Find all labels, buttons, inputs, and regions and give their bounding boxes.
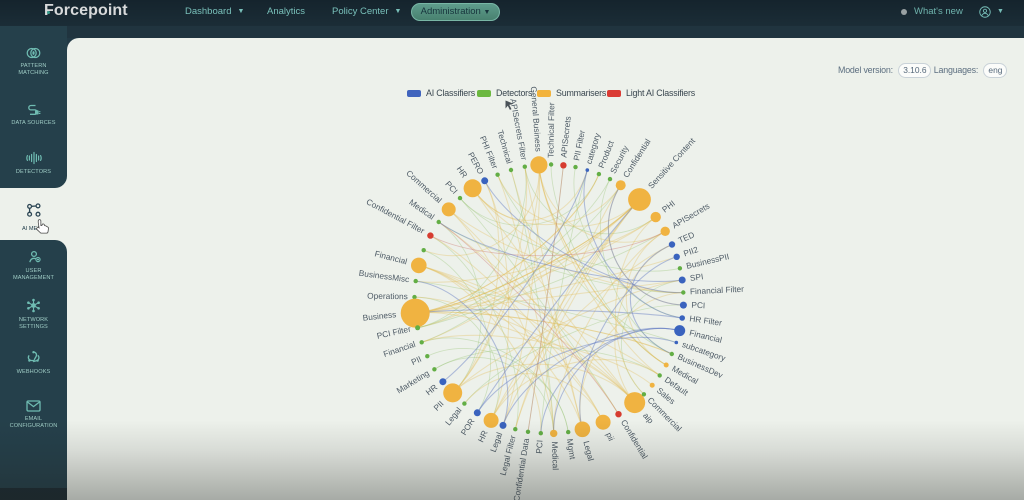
svg-text:PCI: PCI xyxy=(691,300,705,311)
svg-text:BusinessMisc: BusinessMisc xyxy=(358,268,410,285)
svg-text:Legal: Legal xyxy=(443,405,464,427)
svg-text:Medical: Medical xyxy=(550,441,561,470)
svg-text:General Business: General Business xyxy=(529,86,544,152)
svg-text:Sensitive Content: Sensitive Content xyxy=(646,135,698,190)
svg-text:APISecrets: APISecrets xyxy=(670,201,711,231)
svg-text:Confidential: Confidential xyxy=(619,418,650,461)
svg-text:PII: PII xyxy=(431,399,445,413)
svg-text:SPI: SPI xyxy=(689,271,704,283)
svg-text:Confidential: Confidential xyxy=(621,137,653,180)
svg-text:Medical: Medical xyxy=(407,197,436,222)
svg-text:HR: HR xyxy=(455,164,470,180)
svg-text:Operations: Operations xyxy=(367,291,408,302)
svg-text:TED: TED xyxy=(677,229,696,245)
svg-text:HR Filter: HR Filter xyxy=(689,313,723,328)
svg-text:aip: aip xyxy=(641,410,656,425)
svg-text:Business: Business xyxy=(362,309,397,322)
svg-text:Financial Filter: Financial Filter xyxy=(690,284,745,297)
svg-text:POR: POR xyxy=(458,416,476,437)
svg-text:PII: PII xyxy=(410,354,423,367)
svg-text:Legal: Legal xyxy=(581,440,596,462)
svg-text:PCI Filter: PCI Filter xyxy=(376,324,412,341)
svg-text:APISecrets: APISecrets xyxy=(558,116,572,158)
svg-text:Financial: Financial xyxy=(374,248,409,266)
svg-text:Legal: Legal xyxy=(488,431,504,454)
svg-text:pii: pii xyxy=(604,431,617,443)
svg-text:PCI: PCI xyxy=(534,440,545,454)
svg-text:PHI: PHI xyxy=(660,198,677,214)
svg-text:HR: HR xyxy=(424,382,440,397)
svg-text:Mgmt: Mgmt xyxy=(565,438,578,461)
svg-text:HR: HR xyxy=(475,429,489,444)
svg-text:PCI: PCI xyxy=(443,179,460,196)
svg-text:Technical Filter: Technical Filter xyxy=(545,102,556,158)
svg-text:PII2: PII2 xyxy=(682,244,700,258)
